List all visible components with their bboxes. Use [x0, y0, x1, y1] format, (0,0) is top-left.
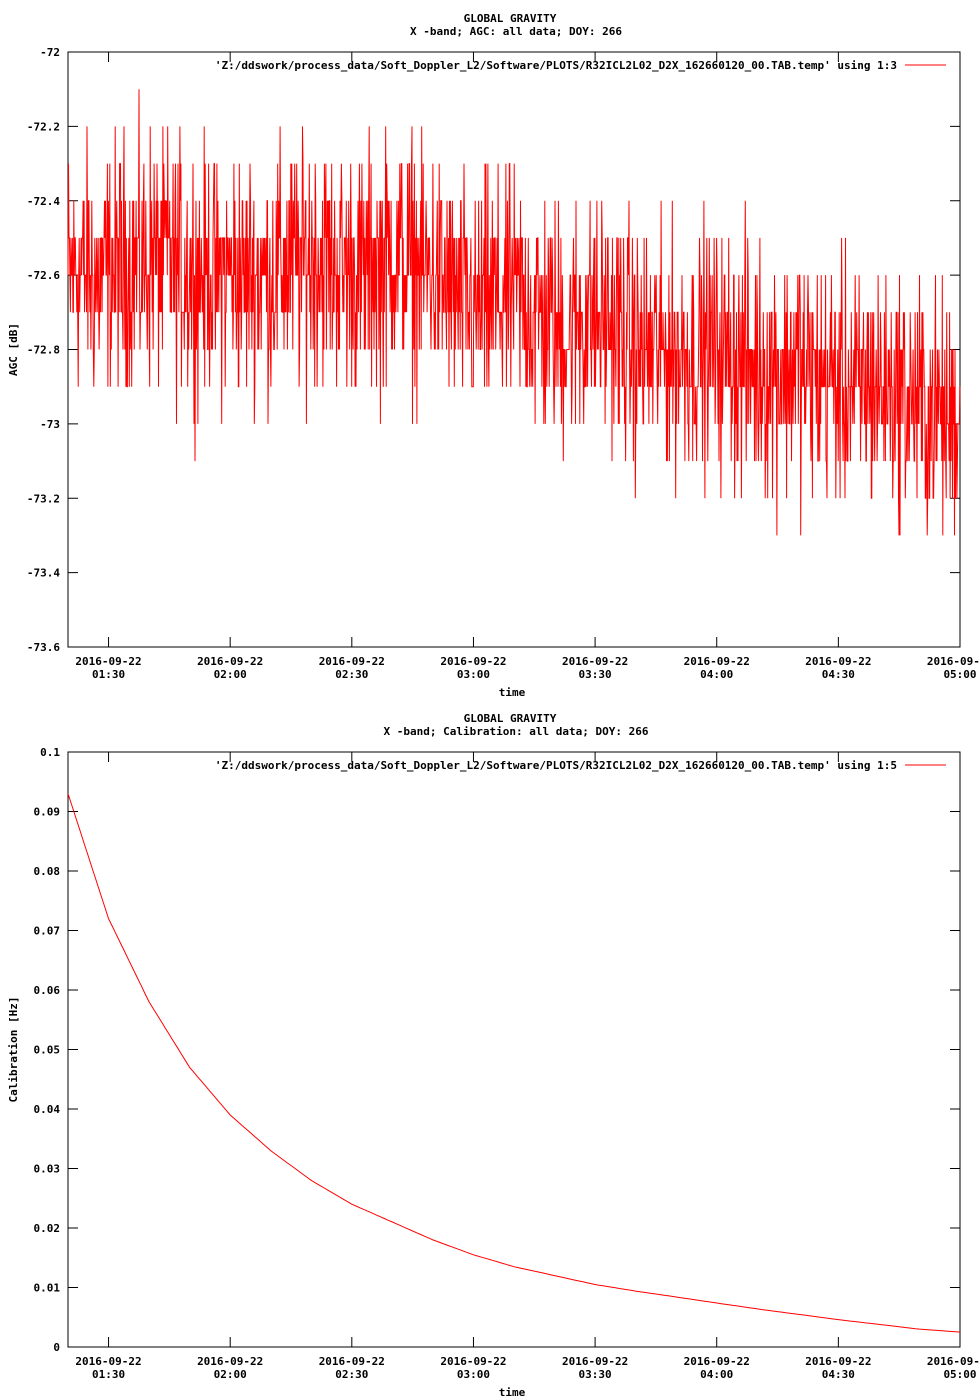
x-tick-date-label: 2016-09-22	[319, 1355, 385, 1368]
x-tick-time-label: 01:30	[92, 1368, 125, 1381]
x-tick-date-label: 2016-09-22	[197, 655, 263, 668]
y-axis-label: AGC [dB]	[7, 323, 20, 376]
y-tick-label: 0.05	[34, 1044, 61, 1057]
y-tick-label: 0	[53, 1341, 60, 1354]
x-tick-time-label: 02:00	[214, 1368, 247, 1381]
x-tick-time-label: 02:30	[335, 668, 368, 681]
x-tick-date-label: 2016-09-22	[319, 655, 385, 668]
y-tick-label: -72.6	[27, 269, 60, 282]
x-tick-date-label: 2016-09-22	[440, 1355, 506, 1368]
y-tick-label: 0.03	[34, 1163, 61, 1176]
x-tick-date-label: 2016-09-22	[805, 1355, 871, 1368]
y-tick-label: 0.04	[34, 1103, 61, 1116]
x-tick-date-label: 2016-09-22	[440, 655, 506, 668]
x-tick-time-label: 04:00	[700, 668, 733, 681]
x-tick-date-label: 2016-09-22	[684, 655, 750, 668]
y-tick-label: -72.4	[27, 195, 60, 208]
x-tick-date-label: 2016-09-22	[562, 1355, 628, 1368]
x-tick-time-label: 05:00	[943, 668, 976, 681]
legend-label: 'Z:/ddswork/process_data/Soft_Doppler_L2…	[215, 59, 897, 72]
x-tick-time-label: 03:00	[457, 668, 490, 681]
x-tick-time-label: 04:30	[822, 668, 855, 681]
y-axis-label: Calibration [Hz]	[7, 997, 20, 1103]
y-tick-label: 0.1	[40, 746, 60, 759]
x-tick-time-label: 04:00	[700, 1368, 733, 1381]
x-tick-time-label: 05:00	[943, 1368, 976, 1381]
series-line	[67, 89, 961, 536]
x-tick-date-label: 2016-09-22	[684, 1355, 750, 1368]
chart-title: GLOBAL GRAVITY	[464, 12, 557, 25]
legend-label: 'Z:/ddswork/process_data/Soft_Doppler_L2…	[215, 759, 897, 772]
x-tick-date-label: 2016-09-22	[197, 1355, 263, 1368]
x-tick-time-label: 03:30	[579, 668, 612, 681]
y-tick-label: 0.07	[34, 925, 61, 938]
x-tick-time-label: 01:30	[92, 668, 125, 681]
y-tick-label: -73.4	[27, 567, 60, 580]
y-tick-label: 0.01	[34, 1282, 61, 1295]
x-axis-label: time	[499, 1386, 526, 1399]
chart-subtitle: X -band; AGC: all data; DOY: 266	[410, 25, 622, 38]
y-tick-label: -73.6	[27, 641, 60, 654]
x-tick-date-label: 2016-09-22	[927, 655, 980, 668]
y-tick-label: -73.2	[27, 492, 60, 505]
x-tick-time-label: 04:30	[822, 1368, 855, 1381]
x-tick-date-label: 2016-09-22	[75, 1355, 141, 1368]
x-tick-time-label: 02:30	[335, 1368, 368, 1381]
x-tick-date-label: 2016-09-22	[75, 655, 141, 668]
chart-title: GLOBAL GRAVITY	[464, 712, 557, 725]
y-tick-label: -72.2	[27, 120, 60, 133]
y-tick-label: 0.02	[34, 1222, 61, 1235]
x-tick-date-label: 2016-09-22	[562, 655, 628, 668]
x-tick-time-label: 03:00	[457, 1368, 490, 1381]
x-tick-date-label: 2016-09-22	[805, 655, 871, 668]
x-tick-date-label: 2016-09-22	[927, 1355, 980, 1368]
y-tick-label: -72.8	[27, 344, 60, 357]
plot-border	[67, 751, 961, 1348]
y-tick-label: -72	[40, 46, 60, 59]
y-tick-label: 0.08	[34, 865, 61, 878]
y-tick-label: -73	[40, 418, 60, 431]
x-tick-time-label: 03:30	[579, 1368, 612, 1381]
x-tick-time-label: 02:00	[214, 668, 247, 681]
chart-subtitle: X -band; Calibration: all data; DOY: 266	[384, 725, 649, 738]
series-line	[67, 793, 961, 1333]
x-axis-label: time	[499, 686, 526, 699]
y-tick-label: 0.09	[34, 806, 61, 819]
y-tick-label: 0.06	[34, 984, 61, 997]
